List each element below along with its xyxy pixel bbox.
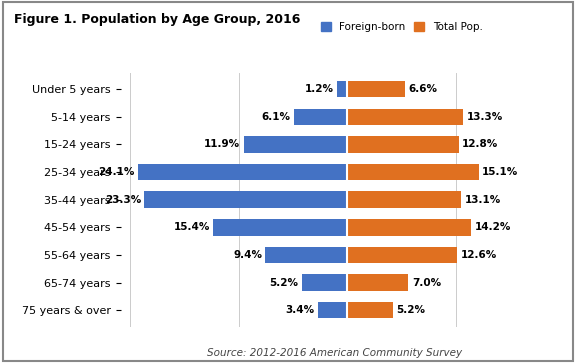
Text: 3.4%: 3.4%	[285, 305, 314, 315]
Bar	[294, 109, 347, 125]
Legend: Foreign-born, Total Pop.: Foreign-born, Total Pop.	[321, 22, 483, 32]
Text: 14.2%: 14.2%	[475, 222, 511, 232]
Bar	[347, 81, 405, 97]
Bar	[138, 164, 347, 180]
Bar	[302, 274, 347, 291]
Text: 15.1%: 15.1%	[482, 167, 518, 177]
Text: 15.4%: 15.4%	[173, 222, 210, 232]
Text: 9.4%: 9.4%	[233, 250, 262, 260]
Bar	[213, 219, 347, 236]
Text: 5.2%: 5.2%	[396, 305, 425, 315]
Bar	[347, 109, 463, 125]
Bar	[145, 191, 347, 208]
Bar	[347, 302, 393, 318]
Bar	[266, 246, 347, 263]
Text: 13.1%: 13.1%	[465, 195, 501, 205]
Text: 6.6%: 6.6%	[408, 84, 437, 94]
Bar	[347, 191, 461, 208]
Text: 12.8%: 12.8%	[463, 139, 498, 150]
Text: 6.1%: 6.1%	[262, 112, 291, 122]
Text: 24.1%: 24.1%	[98, 167, 134, 177]
Text: 11.9%: 11.9%	[204, 139, 240, 150]
Text: 23.3%: 23.3%	[105, 195, 141, 205]
Text: Figure 1. Population by Age Group, 2016: Figure 1. Population by Age Group, 2016	[14, 13, 301, 26]
Text: 13.3%: 13.3%	[467, 112, 503, 122]
Text: 1.2%: 1.2%	[304, 84, 334, 94]
Bar	[347, 219, 471, 236]
Text: 5.2%: 5.2%	[270, 277, 298, 287]
Bar	[347, 246, 457, 263]
Text: 7.0%: 7.0%	[412, 277, 441, 287]
Text: 12.6%: 12.6%	[461, 250, 497, 260]
Bar	[337, 81, 347, 97]
Bar	[244, 136, 347, 153]
Bar	[347, 164, 479, 180]
Text: Source: 2012-2016 American Community Survey: Source: 2012-2016 American Community Sur…	[207, 347, 461, 358]
Bar	[347, 136, 459, 153]
Bar	[347, 274, 408, 291]
Bar	[318, 302, 347, 318]
